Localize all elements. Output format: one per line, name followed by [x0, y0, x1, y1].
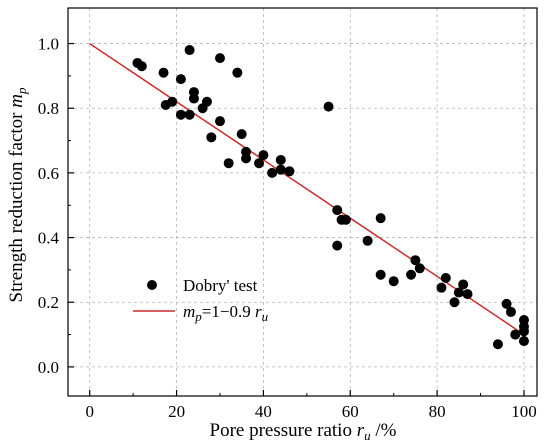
data-point: [458, 279, 469, 290]
y-tick-label: 1.0: [38, 35, 59, 54]
x-tick-label: 100: [511, 402, 537, 421]
legend-label-fit: mp=1−0.9 ru: [183, 302, 269, 324]
plot-frame: [67, 7, 538, 397]
data-point: [175, 109, 186, 120]
y-tick-label: 0.4: [38, 229, 60, 248]
x-tick-label: 40: [255, 402, 272, 421]
y-tick-label: 0.6: [38, 164, 59, 183]
data-point: [440, 272, 451, 283]
y-tick-label: 0.8: [38, 99, 59, 118]
x-axis-label: Pore pressure ratio ru /%: [210, 420, 397, 443]
data-point: [436, 282, 447, 293]
data-point: [214, 116, 225, 127]
x-tick-label: 20: [168, 402, 185, 421]
data-point: [223, 158, 234, 169]
x-axis-ticks: 0 20 40 60 80 100: [85, 390, 537, 421]
y-axis-ticks: 0.0 0.2 0.4 0.6 0.8 1.0: [38, 35, 74, 377]
grid: [68, 8, 537, 396]
y-tick-label: 0.2: [38, 293, 59, 312]
data-point: [236, 129, 247, 140]
data-points: [132, 45, 529, 350]
data-point: [492, 339, 503, 350]
data-point: [136, 61, 147, 72]
data-point: [275, 154, 286, 165]
data-point: [453, 287, 464, 298]
data-point: [267, 167, 278, 178]
data-point: [175, 74, 186, 85]
data-point: [284, 166, 295, 177]
data-point: [158, 67, 169, 78]
data-point: [323, 101, 334, 112]
y-tick-label: 0.0: [38, 358, 59, 377]
x-tick-label: 60: [342, 402, 359, 421]
data-point: [214, 53, 225, 64]
data-point: [406, 269, 417, 280]
fit-line-layer: [89, 42, 525, 336]
data-point: [232, 67, 243, 78]
data-point: [332, 240, 343, 251]
data-point: [241, 153, 252, 164]
data-point: [501, 298, 512, 309]
data-point: [375, 269, 386, 280]
data-point: [362, 235, 373, 246]
fit-line: [89, 42, 525, 336]
data-point: [332, 205, 343, 216]
data-point: [505, 306, 516, 317]
data-point: [375, 213, 386, 224]
data-point: [184, 109, 195, 120]
data-point: [449, 297, 460, 308]
x-tick-label: 80: [429, 402, 446, 421]
data-point: [462, 289, 473, 300]
data-point: [201, 96, 212, 107]
y-axis-label: Strength reduction factor mp: [6, 87, 29, 302]
data-point: [518, 336, 529, 347]
data-point: [275, 164, 286, 175]
data-point: [206, 132, 217, 143]
data-point: [388, 276, 399, 287]
x-tick-label: 0: [85, 402, 94, 421]
data-point: [518, 326, 529, 337]
data-point: [258, 150, 269, 161]
data-point: [340, 214, 351, 225]
legend: Dobry' test mp=1−0.9 ru: [133, 276, 269, 324]
data-point: [254, 158, 265, 169]
data-point: [510, 329, 521, 340]
legend-label-dobry: Dobry' test: [183, 276, 258, 295]
data-point: [184, 45, 195, 56]
data-point: [188, 93, 199, 104]
data-point: [167, 96, 178, 107]
data-point: [410, 255, 421, 266]
data-point: [414, 263, 425, 274]
legend-marker-dobry: [147, 280, 157, 290]
